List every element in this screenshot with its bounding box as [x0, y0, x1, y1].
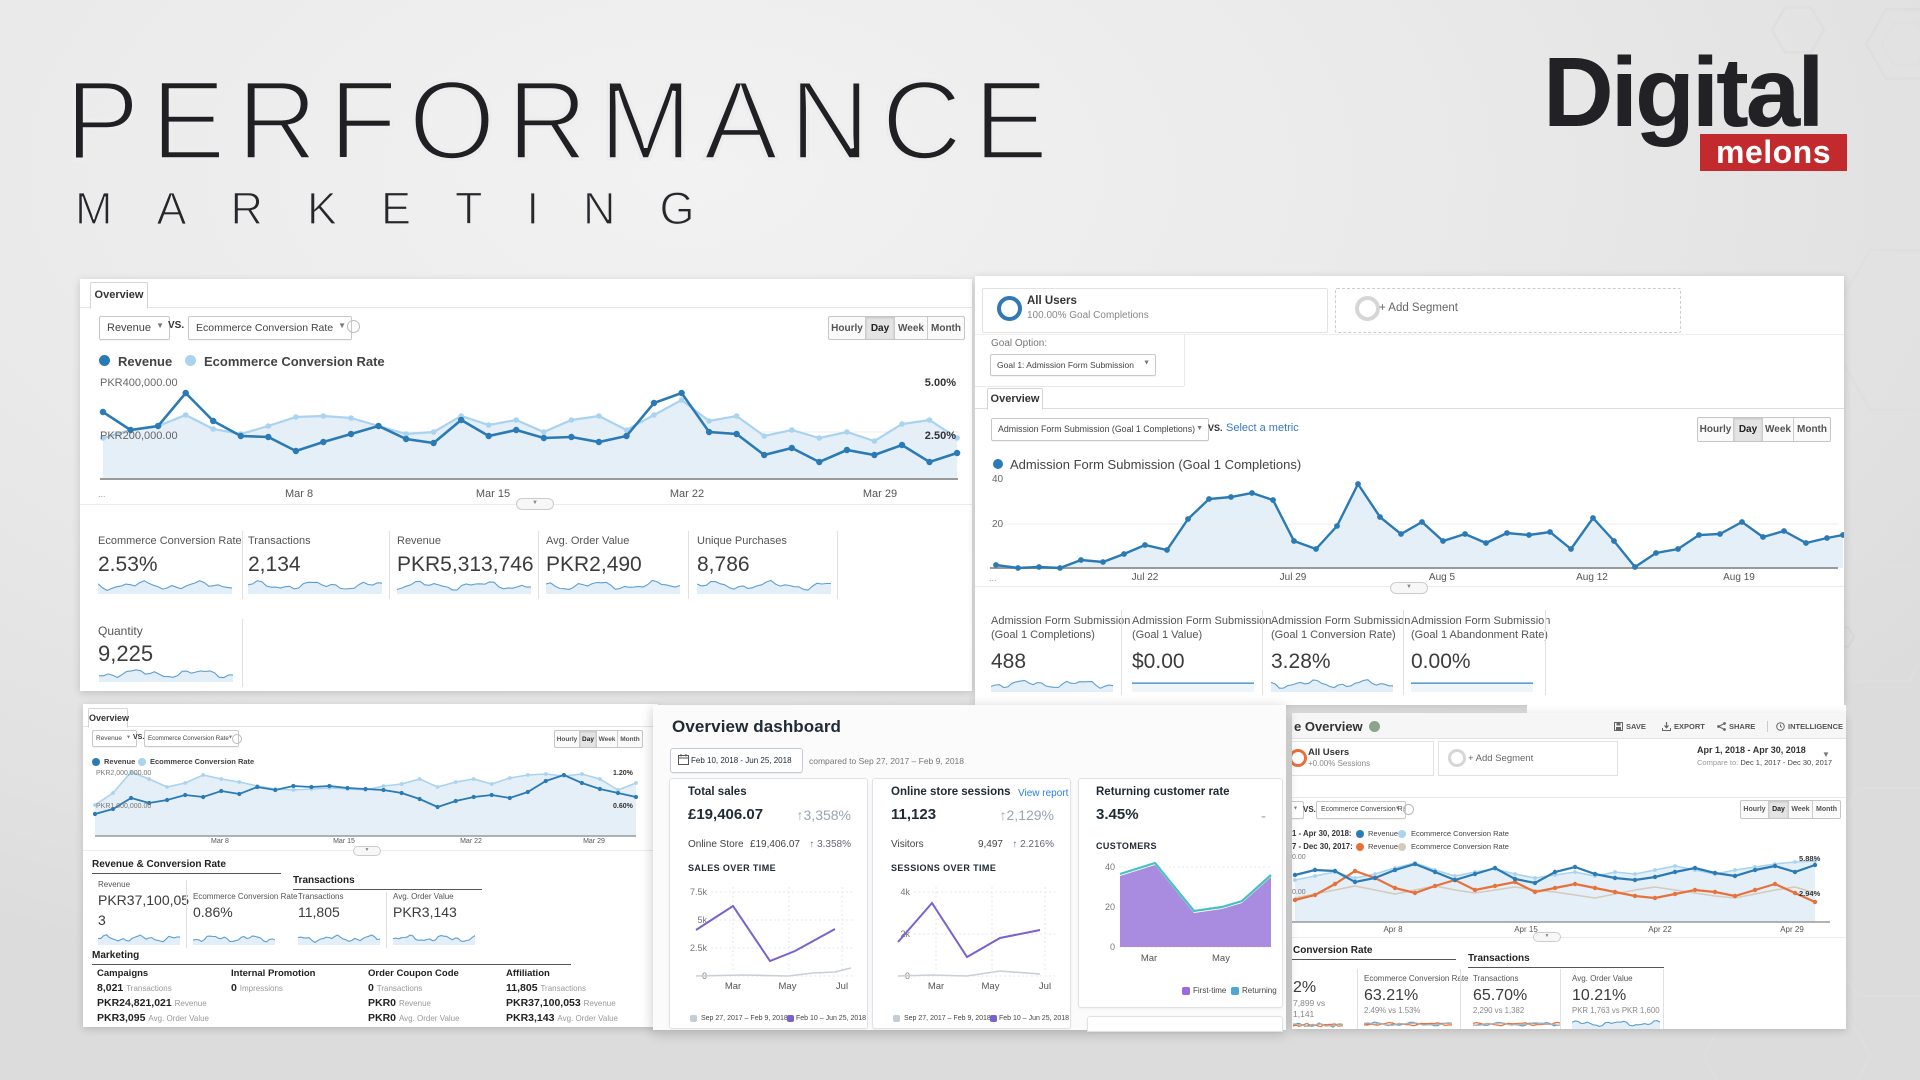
svg-text:Mar: Mar [725, 981, 741, 992]
svg-text:0: 0 [1110, 942, 1115, 952]
svg-text:Jul: Jul [1039, 981, 1051, 992]
svg-text:20: 20 [1105, 902, 1115, 912]
svg-text:May: May [982, 981, 1000, 992]
svg-text:7.5k: 7.5k [690, 887, 708, 897]
svg-text:Jul: Jul [836, 981, 848, 992]
svg-text:Mar: Mar [928, 981, 944, 992]
svg-text:May: May [1212, 953, 1230, 964]
svg-text:40: 40 [1105, 862, 1115, 872]
svg-text:5k: 5k [697, 915, 707, 925]
svg-text:4k: 4k [900, 887, 910, 897]
svg-text:2.5k: 2.5k [690, 943, 708, 953]
svg-text:May: May [779, 981, 797, 992]
svg-text:Mar: Mar [1141, 953, 1157, 964]
